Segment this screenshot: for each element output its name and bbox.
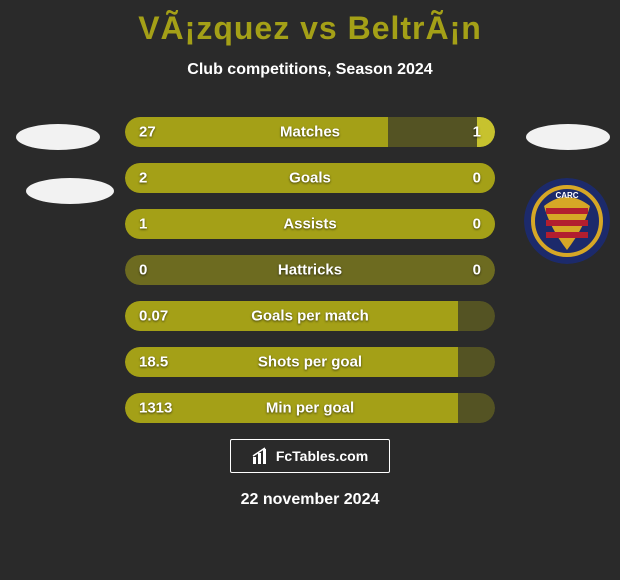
stat-label: Assists: [283, 216, 336, 233]
club-right-badge: CARC: [524, 178, 610, 264]
stat-row: 1 0 Assists: [125, 209, 495, 239]
stat-value-left: 1: [139, 216, 147, 233]
brand-logo: FcTables.com: [230, 439, 390, 473]
stat-value-right: 0: [473, 262, 481, 279]
stat-label: Matches: [280, 124, 340, 141]
stat-row: 18.5 Shots per goal: [125, 347, 495, 377]
stat-row: 1313 Min per goal: [125, 393, 495, 423]
stat-label: Hattricks: [278, 262, 342, 279]
stat-value-right: 0: [473, 216, 481, 233]
stat-value-left: 0: [139, 262, 147, 279]
svg-text:CARC: CARC: [555, 191, 578, 200]
stat-value-left: 1313: [139, 400, 172, 417]
stats-comparison: 27 1 Matches 2 0 Goals 1 0 Assists 0 0 Hattricks 0.0…: [125, 117, 495, 423]
player-right-avatar: [526, 124, 610, 150]
brand-text: FcTables.com: [276, 448, 368, 464]
stat-label: Goals: [289, 170, 331, 187]
stat-row: 2 0 Goals: [125, 163, 495, 193]
stat-bar-left: [125, 117, 388, 147]
stat-value-left: 2: [139, 170, 147, 187]
player-left-avatar: [16, 124, 100, 150]
stat-label: Goals per match: [251, 308, 369, 325]
stat-value-left: 18.5: [139, 354, 168, 371]
stat-value-left: 27: [139, 124, 156, 141]
stat-value-right: 1: [473, 124, 481, 141]
footer-date: 22 november 2024: [0, 491, 620, 509]
stat-label: Min per goal: [266, 400, 354, 417]
club-left-badge: [26, 178, 114, 204]
stat-value-right: 0: [473, 170, 481, 187]
chart-icon: [252, 447, 270, 465]
stat-label: Shots per goal: [258, 354, 362, 371]
stat-value-left: 0.07: [139, 308, 168, 325]
stat-row: 27 1 Matches: [125, 117, 495, 147]
stat-row: 0.07 Goals per match: [125, 301, 495, 331]
subtitle: Club competitions, Season 2024: [0, 61, 620, 79]
stat-row: 0 0 Hattricks: [125, 255, 495, 285]
page-title: VÃ¡zquez vs BeltrÃ¡n: [0, 0, 620, 47]
